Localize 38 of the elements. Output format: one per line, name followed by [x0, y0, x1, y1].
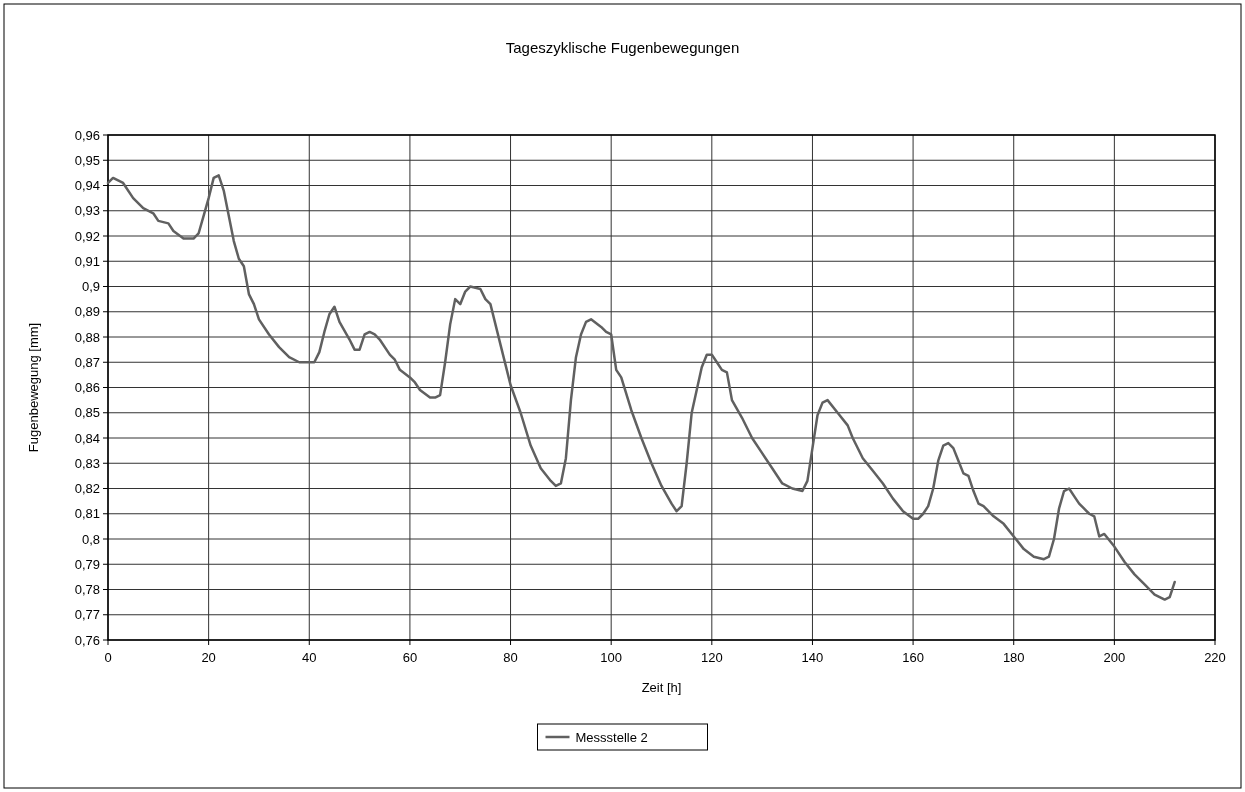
x-tick-label: 180 [1002, 650, 1025, 665]
y-tick-label: 0,91 [74, 253, 100, 269]
x-tick-label: 0 [104, 650, 112, 665]
y-tick-label: 0,78 [74, 582, 100, 598]
x-tick-label: 60 [402, 650, 418, 665]
legend-label: Messstelle 2 [575, 729, 648, 745]
y-tick-label: 0,88 [74, 329, 100, 345]
y-tick-label: 0,8 [81, 531, 100, 547]
y-tick-label: 0,81 [74, 506, 100, 522]
x-tick-label: 100 [600, 650, 623, 665]
y-tick-label: 0,82 [74, 481, 100, 497]
x-tick-label: 200 [1103, 650, 1126, 665]
y-tick-label: 0,93 [74, 203, 100, 219]
x-tick-label: 20 [201, 650, 216, 665]
y-tick-label: 0,96 [74, 127, 100, 143]
line-series [106, 174, 1176, 601]
y-axis-title: Fugenbewegung [mm] [26, 322, 41, 453]
y-tick-label: 0,76 [74, 632, 100, 648]
x-axis-title: Zeit [h] [641, 680, 682, 695]
x-tick-label: 140 [801, 650, 824, 665]
y-tick-label: 0,87 [74, 354, 100, 370]
chart-title: Tageszyklische Fugenbewegungen [505, 39, 740, 56]
y-tick-label: 0,85 [74, 405, 100, 421]
y-tick-label: 0,86 [74, 380, 100, 396]
x-tick-label: 80 [503, 650, 518, 665]
y-tick-label: 0,92 [74, 228, 100, 244]
y-tick-label: 0,95 [74, 152, 100, 168]
y-tick-label: 0,89 [74, 304, 100, 320]
y-tick-label: 0,9 [81, 279, 100, 295]
y-tick-label: 0,79 [74, 556, 100, 572]
y-tick-label: 0,83 [74, 455, 100, 471]
y-tick-label: 0,77 [74, 607, 100, 623]
x-tick-label: 120 [700, 650, 723, 665]
x-tick-label: 160 [902, 650, 924, 665]
x-tick-label: 220 [1204, 650, 1226, 665]
y-tick-label: 0,94 [74, 178, 100, 194]
y-tick-label: 0,84 [74, 430, 100, 446]
x-tick-label: 40 [302, 650, 317, 665]
